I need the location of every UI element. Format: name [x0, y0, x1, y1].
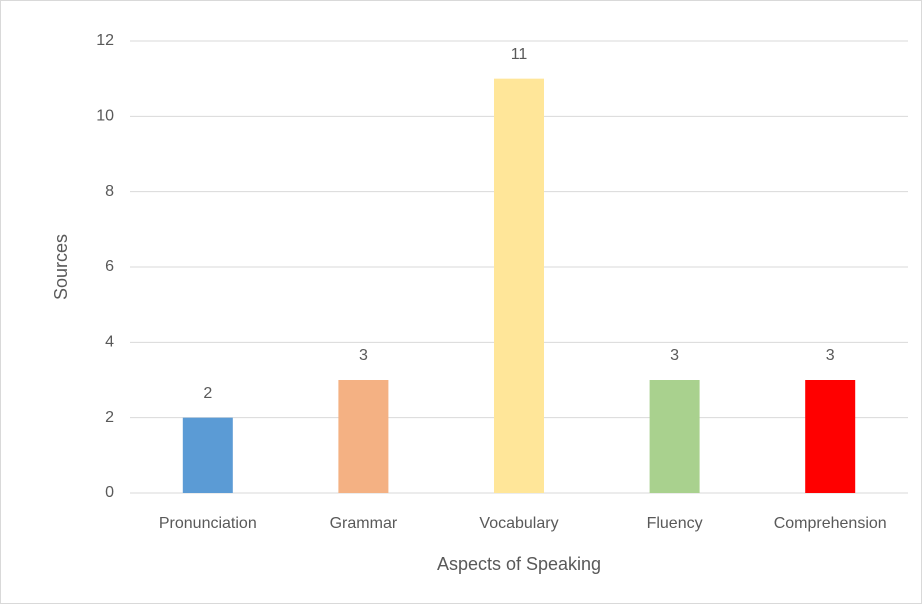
data-label: 11: [511, 46, 528, 63]
bar: [649, 380, 700, 493]
data-label: 3: [826, 347, 835, 364]
x-tick-label: Grammar: [330, 515, 398, 532]
bar: [338, 380, 389, 493]
y-tick-label: 12: [96, 32, 114, 49]
data-label: 3: [670, 347, 679, 364]
bar: [805, 380, 856, 493]
data-label: 2: [203, 385, 212, 402]
y-tick-label: 8: [105, 183, 114, 200]
x-tick-label: Vocabulary: [479, 515, 558, 532]
y-tick-label: 2: [105, 409, 114, 426]
y-tick-label: 0: [105, 484, 114, 501]
y-tick-label: 4: [105, 334, 114, 351]
y-tick-label: 6: [105, 258, 114, 275]
data-label: 3: [359, 347, 368, 364]
y-axis-title: Sources: [51, 234, 71, 300]
x-axis-title: Aspects of Speaking: [437, 554, 601, 574]
bar: [182, 417, 233, 493]
y-tick-label: 10: [96, 108, 114, 125]
x-tick-label: Comprehension: [774, 515, 887, 532]
bar: [494, 78, 544, 494]
x-tick-label: Pronunciation: [159, 515, 257, 532]
x-tick-label: Fluency: [647, 515, 703, 532]
